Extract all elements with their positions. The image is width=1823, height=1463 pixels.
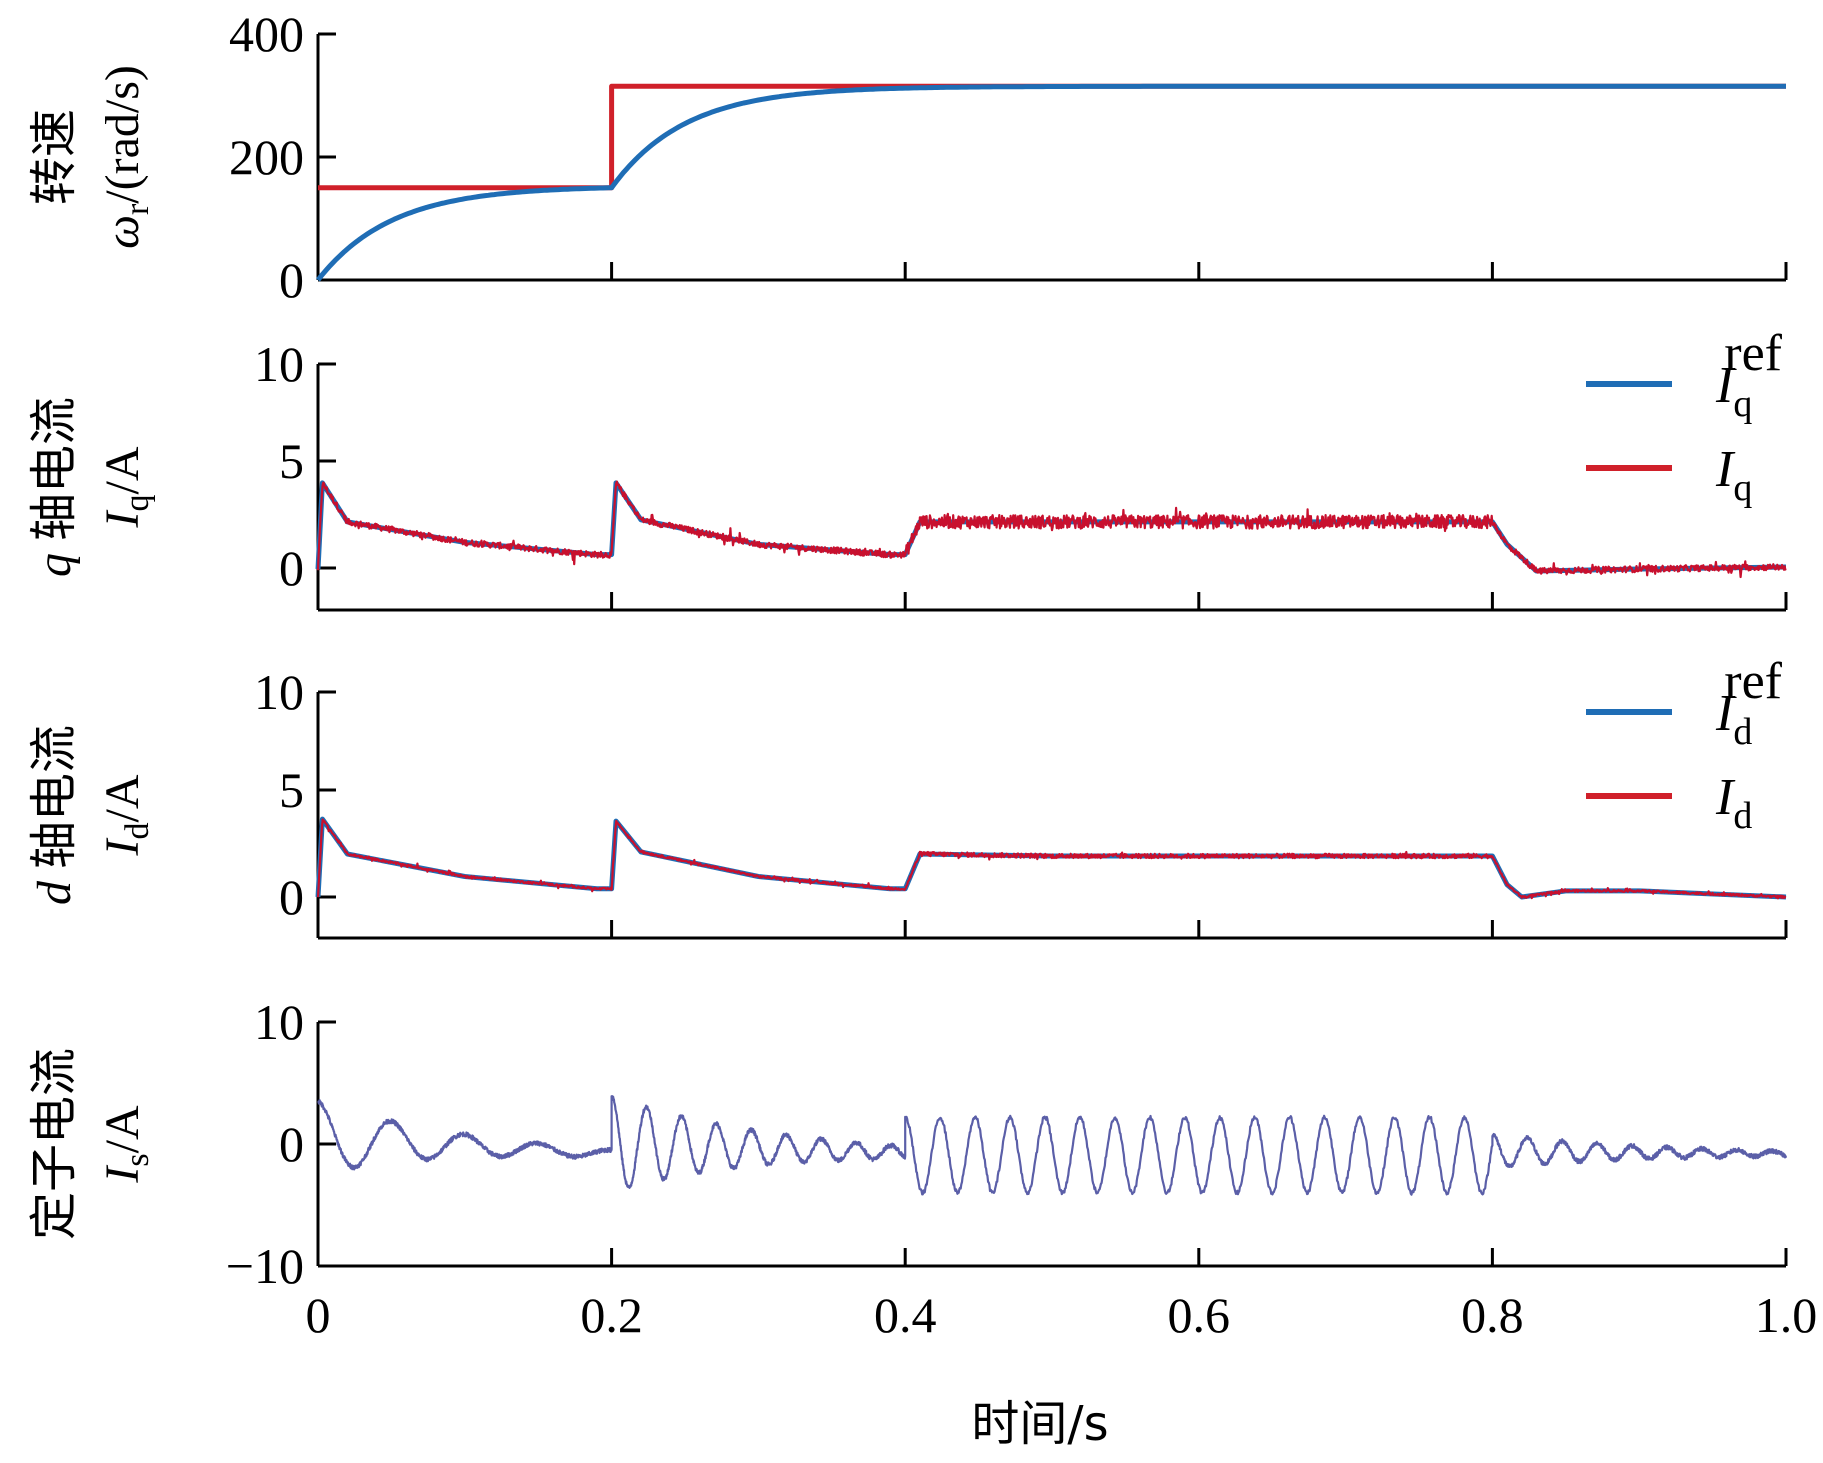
y-tick-label: 10: [254, 336, 304, 392]
series-actual-line: [316, 818, 1787, 900]
y-axis-label-line2: ωr/(rad/s): [96, 65, 156, 249]
y-axis-label: q 轴电流 Iq/A: [26, 397, 156, 577]
y-axis-label: 定子电流 Is/A: [26, 1048, 156, 1240]
legend-label: Id: [1715, 685, 1752, 753]
y-axis-label: d 轴电流 Id/A: [26, 725, 156, 905]
x-tick-label: 0.2: [580, 1287, 643, 1343]
x-tick-label: 0: [306, 1287, 331, 1343]
legend-label: Id: [1715, 769, 1752, 837]
legend-label: Iq: [1715, 357, 1752, 425]
y-axis-label-line2: Id/A: [96, 774, 156, 856]
series-stator-line: [317, 1095, 1788, 1196]
y-tick-label: −10: [226, 1238, 304, 1294]
legend-label-sup: ref: [1724, 325, 1782, 382]
y-tick-label: 10: [254, 994, 304, 1050]
y-tick-label: 10: [254, 664, 304, 720]
series-ref-line: [318, 83, 1786, 191]
series-actual-line: [316, 83, 1786, 282]
y-tick-label: 0: [279, 540, 304, 596]
x-axis-label: 时间/s: [971, 1396, 1108, 1452]
x-tick-label: 0.6: [1168, 1287, 1231, 1343]
y-tick-label: 400: [229, 6, 304, 62]
y-axis-label-line1: 转速: [26, 109, 82, 205]
x-tick-label: 0.8: [1461, 1287, 1524, 1343]
y-tick-label: 0: [279, 869, 304, 925]
y-axis-label-line2: Iq/A: [96, 446, 156, 528]
legend-label-sup: ref: [1724, 653, 1782, 710]
series-actual-line: [316, 480, 1787, 579]
y-tick-label: 0: [279, 252, 304, 308]
x-tick-label: 1.0: [1755, 1287, 1818, 1343]
y-axis-label-line1: d 轴电流: [26, 725, 82, 905]
y-tick-label: 5: [279, 762, 304, 818]
y-axis-label-line2: Is/A: [96, 1105, 156, 1184]
legend-label: Iq: [1715, 441, 1752, 509]
x-tick-label: 0.4: [874, 1287, 937, 1343]
y-axis-label-line1: 定子电流: [26, 1048, 82, 1240]
y-tick-label: 0: [279, 1116, 304, 1172]
y-tick-label: 5: [279, 433, 304, 489]
y-tick-label: 200: [229, 129, 304, 185]
y-axis-label-line1: q 轴电流: [26, 397, 82, 577]
